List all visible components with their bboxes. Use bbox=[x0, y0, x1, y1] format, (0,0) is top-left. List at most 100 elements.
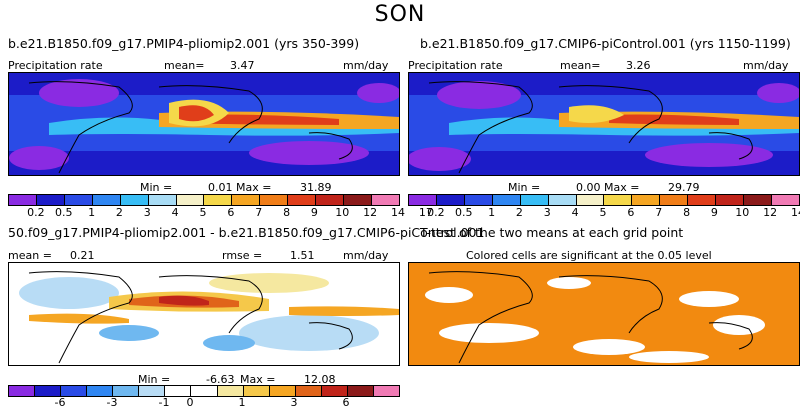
panel3-colorbar-swatch bbox=[35, 386, 62, 396]
panel2-colorbar-tick-label: 6 bbox=[627, 206, 635, 219]
panel3-colorbar-swatch bbox=[269, 386, 296, 396]
panel2-min-value: 0.00 bbox=[576, 181, 601, 194]
panel1-map bbox=[8, 72, 400, 176]
panel3-units: mm/day bbox=[343, 249, 389, 262]
panel3-colorbar-tick-label: -1 bbox=[158, 396, 170, 409]
panel1-variable: Precipitation rate bbox=[8, 59, 103, 72]
panel2-colorbar-tick-label: 2 bbox=[515, 206, 523, 219]
panel4-subtitle: Colored cells are significant at the 0.0… bbox=[466, 249, 712, 262]
panel1-colorbar-tick-label: 10 bbox=[335, 206, 350, 219]
panel1-colorbar-swatch bbox=[120, 195, 149, 205]
panel2-colorbar-swatch bbox=[688, 195, 717, 205]
panel1-colorbar-tick-label: 2 bbox=[115, 206, 123, 219]
panel3-min-label: Min = bbox=[138, 373, 171, 386]
panel3-map bbox=[8, 262, 400, 366]
panel1-colorbar-tick-label: 7 bbox=[255, 206, 263, 219]
panel1-colorbar-tick-label: 0.5 bbox=[54, 206, 73, 219]
panel2-colorbar bbox=[408, 194, 800, 206]
panel3-max-value: 12.08 bbox=[304, 373, 336, 386]
panel2-max-label: Max = bbox=[604, 181, 640, 194]
panel2-colorbar-tick-label: 4 bbox=[571, 206, 579, 219]
panel2-colorbar-swatch bbox=[660, 195, 689, 205]
panel3-colorbar-swatch bbox=[347, 386, 374, 396]
panel1-mean-label: mean= bbox=[164, 59, 205, 72]
panel3-mean-value: 0.21 bbox=[70, 249, 95, 262]
panel3-colorbar-swatch bbox=[295, 386, 322, 396]
panel2-map bbox=[408, 72, 800, 176]
panel3-colorbar-swatch bbox=[217, 386, 244, 396]
panel3-colorbar-swatch bbox=[9, 386, 36, 396]
panel3-min-value: -6.63 bbox=[206, 373, 235, 386]
panel1-colorbar bbox=[8, 194, 400, 206]
panel1-colorbar-swatch bbox=[9, 195, 37, 205]
panel3-colorbar bbox=[8, 385, 400, 397]
panel1-colorbar-swatch bbox=[260, 195, 289, 205]
panel1-colorbar-ticks: 0.2 0.5 1 2 3 4 5 6 7 8 9 10 12 14 17 bbox=[8, 206, 433, 220]
panel2-colorbar-swatch bbox=[409, 195, 437, 205]
panel1-colorbar-tick-label: 8 bbox=[283, 206, 291, 219]
panel1-colorbar-tick-label: 14 bbox=[391, 206, 405, 219]
panel1-colorbar-tick-label: 5 bbox=[199, 206, 207, 219]
panel1-colorbar-swatch bbox=[288, 195, 317, 205]
panel1-max-value: 31.89 bbox=[300, 181, 332, 194]
panel3-colorbar-swatch bbox=[61, 386, 88, 396]
panel1-colorbar-tick-label: 3 bbox=[143, 206, 151, 219]
panel2-colorbar-swatch bbox=[436, 195, 465, 205]
panel2-colorbar-tick-label: 0.2 bbox=[427, 206, 445, 219]
panel3-colorbar-ticks: -6 -3 -1 0 1 3 6 bbox=[8, 396, 398, 410]
panel3-colorbar-swatch bbox=[373, 386, 399, 396]
panel3-colorbar-tick-label: 3 bbox=[290, 396, 298, 409]
panel1-colorbar-swatch bbox=[232, 195, 261, 205]
panel1-colorbar-swatch bbox=[204, 195, 233, 205]
panel2-min-label: Min = bbox=[508, 181, 541, 194]
panel1-colorbar-tick-label: 6 bbox=[227, 206, 235, 219]
panel2-colorbar-tick-label: 3 bbox=[543, 206, 551, 219]
panel2-colorbar-tick-label: 0.5 bbox=[454, 206, 473, 219]
panel3-colorbar-swatch bbox=[113, 386, 140, 396]
panel1-units: mm/day bbox=[343, 59, 389, 72]
panel3-colorbar-swatch bbox=[321, 386, 348, 396]
panel2-colorbar-tick-label: 9 bbox=[710, 206, 718, 219]
panel3-mean-label: mean = bbox=[8, 249, 52, 262]
panel1-colorbar-swatch bbox=[36, 195, 65, 205]
panel2-colorbar-swatch bbox=[771, 195, 799, 205]
panel1-max-label: Max = bbox=[236, 181, 272, 194]
panel2-colorbar-swatch bbox=[492, 195, 521, 205]
panel2-colorbar-swatch bbox=[632, 195, 661, 205]
panel3-colorbar-swatch bbox=[243, 386, 270, 396]
panel3-colorbar-swatch bbox=[87, 386, 114, 396]
panel3-max-label: Max = bbox=[240, 373, 276, 386]
panel1-colorbar-swatch bbox=[148, 195, 177, 205]
panel3-rmse-label: rmse = bbox=[222, 249, 263, 262]
panel2-mean-value: 3.26 bbox=[626, 59, 651, 72]
panel2-colorbar-tick-label: 1 bbox=[488, 206, 496, 219]
panel3-colorbar-tick-label: 1 bbox=[238, 396, 246, 409]
panel4-map bbox=[408, 262, 800, 366]
panel3-rmse-value: 1.51 bbox=[290, 249, 315, 262]
panel2-colorbar-tick-label: 5 bbox=[599, 206, 607, 219]
panel1-colorbar-tick-label: 9 bbox=[310, 206, 318, 219]
panel3-colorbar-swatch bbox=[139, 386, 166, 396]
panel1-colorbar-tick-label: 17 bbox=[418, 206, 433, 219]
panel3-colorbar-tick-label: 0 bbox=[186, 396, 194, 409]
panel3-title: 50.f09_g17.PMIP4-pliomip2.001 - b.e21.B1… bbox=[8, 225, 485, 240]
panel4-title: T-test of the two means at each grid poi… bbox=[420, 225, 684, 240]
panel1-colorbar-swatch bbox=[92, 195, 121, 205]
panel2-variable: Precipitation rate bbox=[408, 59, 503, 72]
panel3-colorbar-swatch bbox=[165, 386, 192, 396]
panel1-mean-value: 3.47 bbox=[230, 59, 255, 72]
panel2-colorbar-tick-label: 7 bbox=[655, 206, 663, 219]
panel1-colorbar-swatch bbox=[64, 195, 93, 205]
panel1-colorbar-swatch bbox=[371, 195, 399, 205]
panel1-colorbar-tick-label: 4 bbox=[171, 206, 179, 219]
panel2-units: mm/day bbox=[743, 59, 789, 72]
panel3-colorbar-swatch bbox=[191, 386, 218, 396]
panel1-colorbar-tick-label: 1 bbox=[88, 206, 96, 219]
panel2-colorbar-swatch bbox=[744, 195, 772, 205]
panel1-colorbar-swatch bbox=[176, 195, 205, 205]
panel2-colorbar-tick-label: 12 bbox=[763, 206, 778, 219]
panel1-colorbar-swatch bbox=[344, 195, 372, 205]
panel2-max-value: 29.79 bbox=[668, 181, 700, 194]
panel2-colorbar-swatch bbox=[520, 195, 549, 205]
figure-title: SON bbox=[374, 2, 426, 27]
